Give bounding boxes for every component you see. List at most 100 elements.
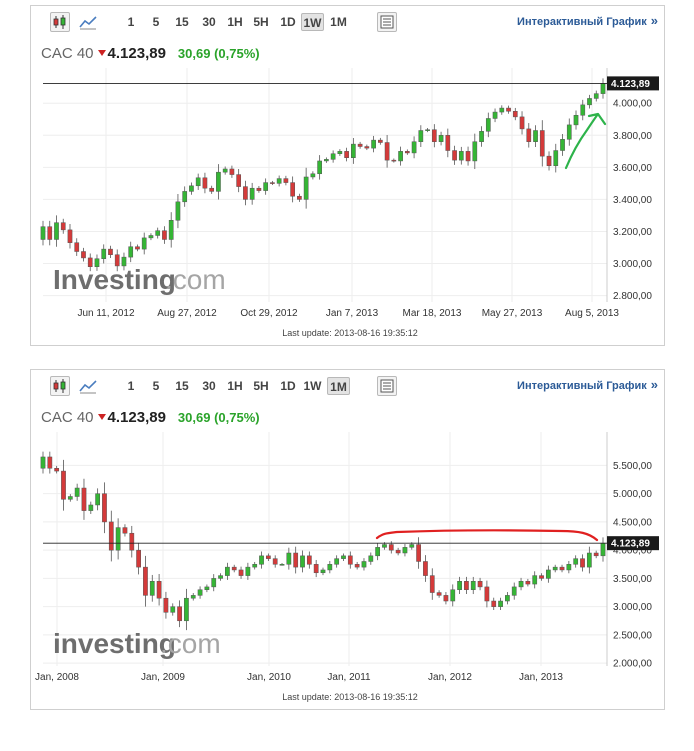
candle-body bbox=[209, 187, 215, 192]
candle bbox=[300, 550, 305, 573]
y-tick-label: 2.500,00 bbox=[613, 630, 652, 641]
candle bbox=[222, 166, 228, 175]
candle bbox=[156, 573, 162, 606]
candle bbox=[526, 123, 532, 148]
interval-5[interactable]: 5 bbox=[152, 379, 160, 393]
interval-15[interactable]: 15 bbox=[175, 379, 189, 393]
quote-header: CAC 40 4.123,89 30,69 (0,75%) bbox=[41, 406, 260, 430]
line-chart-icon[interactable] bbox=[78, 376, 98, 396]
interval-1[interactable]: 1 bbox=[127, 379, 135, 393]
candle bbox=[162, 226, 167, 244]
candle-body bbox=[477, 581, 483, 588]
candle-body bbox=[272, 558, 278, 565]
candle-body bbox=[74, 487, 80, 497]
candle-body bbox=[361, 561, 367, 568]
candle bbox=[189, 182, 194, 195]
candle-body bbox=[136, 549, 141, 568]
candle bbox=[218, 573, 223, 581]
data-table-icon[interactable] bbox=[377, 376, 397, 396]
interval-1h[interactable]: 1H bbox=[227, 15, 243, 29]
candlestick-icon[interactable] bbox=[50, 376, 70, 396]
candle bbox=[263, 178, 268, 195]
candle-body bbox=[197, 589, 203, 596]
candle-body bbox=[532, 575, 538, 585]
interval-5h[interactable]: 5H bbox=[253, 379, 269, 393]
down-arrow-icon bbox=[97, 49, 106, 56]
candle bbox=[532, 571, 538, 589]
interval-1w[interactable]: 1W bbox=[301, 13, 324, 31]
interval-1[interactable]: 1 bbox=[127, 15, 135, 29]
candle bbox=[477, 577, 483, 591]
candle-body bbox=[416, 544, 421, 562]
candle bbox=[245, 562, 251, 580]
interactive-chart-link[interactable]: Интерактивный График» bbox=[517, 377, 658, 392]
candle bbox=[238, 566, 244, 579]
candle-body bbox=[553, 150, 559, 167]
interval-1w[interactable]: 1W bbox=[303, 379, 322, 393]
candle bbox=[539, 573, 544, 581]
chart-toolbar: 1 5 15 30 1H 5H 1D 1W 1M Интерактивный Г… bbox=[31, 370, 664, 400]
candle-body bbox=[236, 174, 242, 187]
candle bbox=[398, 146, 403, 166]
candlestick-icon[interactable] bbox=[50, 12, 70, 32]
candle bbox=[586, 546, 592, 574]
candle-body bbox=[245, 566, 251, 576]
candle-body bbox=[87, 257, 93, 267]
candle bbox=[553, 143, 559, 173]
candlestick-chart-weekly[interactable]: Jun 11, 2012 Aug 27, 2012 Oct 29, 2012 Jan … bbox=[31, 6, 664, 345]
candle-body bbox=[202, 177, 208, 189]
candle-body bbox=[443, 595, 449, 602]
data-table-icon[interactable] bbox=[377, 12, 397, 32]
candle-body bbox=[391, 159, 397, 162]
watermark-logo: Investing bbox=[53, 264, 176, 295]
candle-body bbox=[47, 456, 53, 469]
candle-body bbox=[265, 555, 271, 559]
interactive-chart-link[interactable]: Интерактивный График» bbox=[517, 13, 658, 28]
candle-body bbox=[560, 139, 565, 151]
candle bbox=[484, 580, 490, 608]
candle bbox=[344, 147, 349, 162]
candle-body bbox=[189, 185, 194, 192]
candle-body bbox=[94, 258, 100, 267]
interval-1d[interactable]: 1D bbox=[280, 379, 296, 393]
candle-body bbox=[573, 558, 579, 565]
interval-5h[interactable]: 5H bbox=[253, 15, 269, 29]
candle-body bbox=[371, 139, 376, 149]
candle bbox=[40, 220, 46, 246]
candle-body bbox=[67, 496, 73, 500]
interval-30[interactable]: 30 bbox=[202, 15, 216, 29]
candle-body bbox=[168, 220, 174, 240]
candle bbox=[204, 584, 210, 593]
interval-1m[interactable]: 1M bbox=[330, 15, 347, 29]
interval-15[interactable]: 15 bbox=[175, 15, 189, 29]
candle bbox=[149, 574, 155, 602]
interval-5[interactable]: 5 bbox=[152, 15, 160, 29]
interval-1h[interactable]: 1H bbox=[227, 379, 243, 393]
index-change: 30,69 (0,75%) bbox=[177, 410, 260, 425]
candle-body bbox=[429, 575, 435, 593]
interval-30[interactable]: 30 bbox=[202, 379, 216, 393]
candle bbox=[279, 562, 285, 566]
candle bbox=[209, 185, 215, 194]
candle-body bbox=[115, 527, 121, 551]
candle-body bbox=[290, 182, 295, 197]
candle bbox=[519, 111, 525, 135]
candle-body bbox=[539, 130, 545, 157]
y-tick-label: 3.600,00 bbox=[613, 163, 652, 174]
candle-body bbox=[431, 129, 437, 142]
line-chart-icon[interactable] bbox=[78, 12, 98, 32]
interval-1d[interactable]: 1D bbox=[280, 15, 296, 29]
candle-body bbox=[375, 547, 381, 557]
candle bbox=[402, 544, 408, 557]
candle bbox=[148, 233, 154, 241]
x-tick-label: Aug 5, 2013 bbox=[565, 308, 619, 319]
candle bbox=[368, 552, 374, 565]
candle-body bbox=[310, 173, 316, 178]
candle-body bbox=[423, 561, 428, 576]
x-tick-label: Jan, 2009 bbox=[141, 672, 185, 683]
candle-body bbox=[225, 566, 230, 576]
candle bbox=[371, 135, 376, 153]
candlestick-chart-monthly[interactable]: Jan, 2008 Jan, 2009 Jan, 2010 Jan, 2011 Jan,… bbox=[31, 370, 664, 709]
quote-header: CAC 40 4.123,89 30,69 (0,75%) bbox=[41, 42, 260, 66]
interval-1m[interactable]: 1M bbox=[327, 377, 350, 395]
